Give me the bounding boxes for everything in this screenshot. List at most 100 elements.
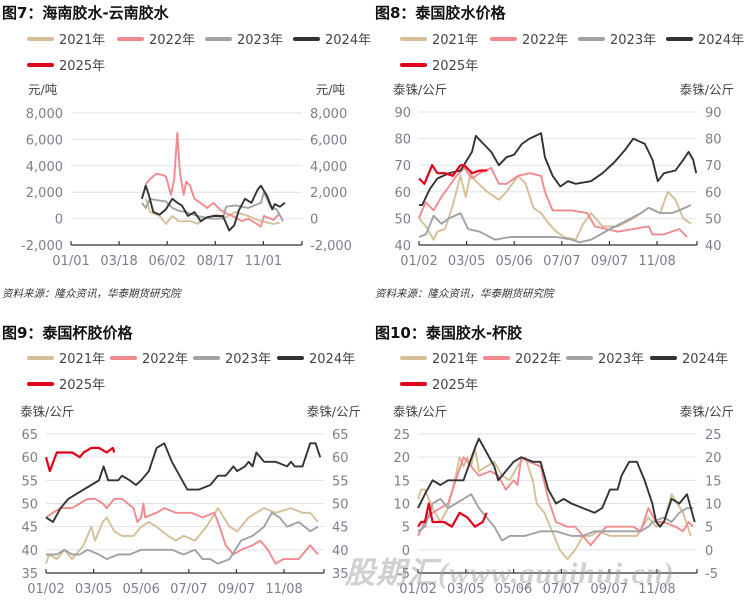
- legend-swatch: [666, 36, 693, 41]
- legend-swatch: [566, 355, 593, 360]
- x-tick-label: 09/07: [591, 254, 628, 269]
- x-tick-label: 11/08: [638, 254, 675, 269]
- legend-label: 2025年: [432, 378, 479, 393]
- legend-item-2022: 2022年: [490, 29, 568, 48]
- y-tick-label-left: 8,000: [26, 107, 63, 122]
- y-tick-label-right: 40: [705, 239, 722, 254]
- legend-item-2025: 2025年: [400, 374, 478, 393]
- legend-item-2024: 2024年: [293, 29, 371, 48]
- legend-swatch: [110, 355, 137, 360]
- legend-label: 2021年: [432, 352, 479, 367]
- legend-swatch: [400, 36, 427, 41]
- y-tick-label-right: 0: [310, 213, 318, 228]
- legend-label: 2022年: [149, 33, 196, 48]
- legend-swatch: [293, 36, 320, 41]
- y-tick-label-right: 55: [332, 474, 349, 489]
- y-tick-label-right: 90: [705, 106, 722, 121]
- legend-label: 2024年: [309, 352, 356, 367]
- y-tick-label-right: -2,000: [310, 239, 352, 254]
- y-tick-label-left: 10: [393, 498, 410, 513]
- y-tick-label-right: 25: [705, 428, 722, 443]
- series-line-2024: [417, 437, 696, 528]
- legend-swatch: [27, 355, 54, 360]
- y-tick-label-left: 15: [393, 474, 410, 489]
- y-tick-label-left: 6,000: [26, 133, 63, 148]
- y-tick-label-left: 60: [394, 186, 411, 201]
- legend-swatch: [400, 381, 427, 386]
- y-tick-label-left: 40: [21, 544, 38, 559]
- legend-label: 2025年: [59, 59, 106, 74]
- legend-item-2021: 2021年: [400, 348, 478, 367]
- legend-swatch: [27, 381, 54, 386]
- legend-item-2023: 2023年: [566, 348, 644, 367]
- chart-panel-8: 图8：泰国胶水价格 2021年 2022年 2023年 2024年 2025年 泰铢/公斤 泰…: [373, 0, 746, 300]
- y-tick-label-right: 40: [332, 544, 349, 559]
- legend-item-2023: 2023年: [205, 29, 283, 48]
- legend-item-2024: 2024年: [650, 348, 728, 367]
- watermark: 股期汇(www.guqihui.cn): [345, 557, 675, 590]
- x-tick-label: 11/08: [638, 582, 675, 597]
- legend-swatch: [483, 355, 510, 360]
- legend-item-2021: 2021年: [27, 29, 105, 48]
- legend-item-2022: 2022年: [110, 348, 188, 367]
- y-tick-label-left: 0: [402, 544, 410, 559]
- y-tick-label-left: 4,000: [26, 160, 63, 175]
- y-tick-label-right: 6,000: [310, 133, 347, 148]
- x-tick-label: 03/05: [448, 254, 485, 269]
- legend-label: 2024年: [325, 33, 372, 48]
- series-line-2024: [45, 442, 322, 523]
- y-tick-label-left: 90: [394, 106, 411, 121]
- x-tick-label: 06/02: [148, 254, 185, 269]
- y-tick-label-left: 55: [21, 474, 38, 489]
- legend-item-2023: 2023年: [193, 348, 271, 367]
- y-tick-label-left: -2,000: [21, 239, 63, 254]
- y-tick-label-left: 20: [393, 451, 410, 466]
- y-tick-label-left: 50: [21, 498, 38, 513]
- chart-panel-9: 图9：泰国杯胶价格 2021年 2022年 2023年 2024年 2025年 泰铢/公斤 泰…: [0, 320, 373, 600]
- chart-panel-7: 图7：海南胶水-云南胶水 2021年 2022年 2023年 2024年 2025年 元/吨…: [0, 0, 373, 300]
- legend-label: 2022年: [515, 352, 562, 367]
- series-line-2022: [418, 166, 688, 238]
- y-tick-label-right: 2,000: [310, 186, 347, 201]
- y-tick-label-right: 60: [332, 451, 349, 466]
- chart-title: 图7：海南胶水-云南胶水: [2, 4, 169, 22]
- y-tick-label-right: 4,000: [310, 160, 347, 175]
- legend-item-2022: 2022年: [117, 29, 195, 48]
- y-tick-label-right: 0: [705, 544, 713, 559]
- series-line-2025: [44, 446, 116, 473]
- series-line-2025: [418, 164, 488, 185]
- legend-label: 2023年: [610, 33, 657, 48]
- y-tick-label-right: 45: [332, 521, 349, 536]
- series-line-2025: [417, 502, 488, 528]
- unit-right: 泰铢/公斤: [306, 404, 361, 419]
- legend-label: 2025年: [432, 59, 479, 74]
- legend-item-2024: 2024年: [666, 29, 744, 48]
- x-tick-label: 05/06: [495, 254, 532, 269]
- legend-label: 2023年: [598, 352, 645, 367]
- series-line-2023: [46, 511, 319, 565]
- x-tick-label: 03/05: [75, 582, 112, 597]
- y-tick-label-right: 8,000: [310, 107, 347, 122]
- x-tick-label: 11/01: [245, 254, 282, 269]
- y-tick-label-right: 65: [332, 428, 349, 443]
- y-tick-label-right: 80: [705, 133, 722, 148]
- x-tick-label: 09/07: [218, 582, 255, 597]
- y-tick-label-left: -5: [397, 567, 410, 582]
- x-tick-label: 05/06: [122, 582, 159, 597]
- legend-swatch: [578, 36, 605, 41]
- legend-label: 2022年: [142, 352, 189, 367]
- unit-right: 泰铢/公斤: [679, 404, 734, 419]
- y-tick-label-right: 10: [705, 498, 722, 513]
- x-tick-label: 03/18: [100, 254, 137, 269]
- legend-label: 2024年: [682, 352, 729, 367]
- plot: -5 -5 0 0 5 5 10 10 15 15 20 20 25 25 01/02 03/05 05/06 0…: [393, 428, 722, 597]
- x-tick-label: 01/02: [400, 254, 437, 269]
- x-tick-label: 01/02: [27, 582, 64, 597]
- y-tick-label-left: 35: [21, 567, 38, 582]
- legend-item-2025: 2025年: [27, 55, 105, 74]
- series-line-2024: [140, 184, 286, 232]
- x-tick-label: 09/07: [590, 582, 627, 597]
- legend-swatch: [400, 355, 427, 360]
- y-tick-label-left: 2,000: [26, 186, 63, 201]
- legend-item-2021: 2021年: [400, 29, 478, 48]
